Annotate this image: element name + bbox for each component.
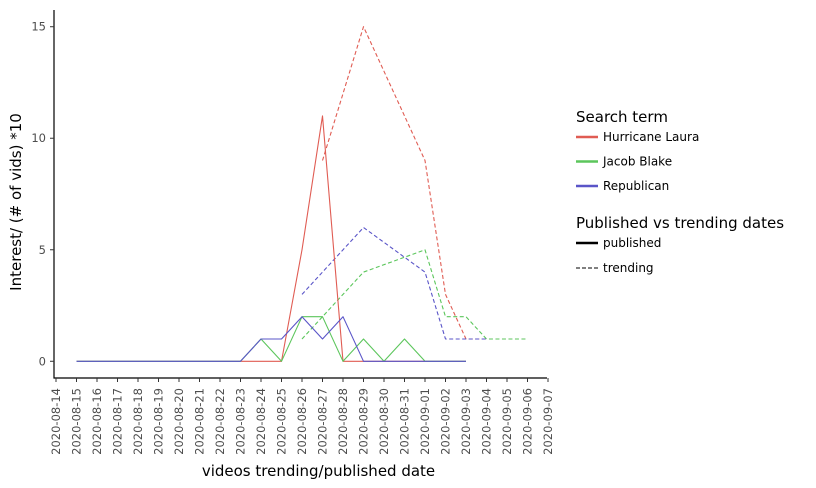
legend-label: Jacob Blake bbox=[602, 155, 672, 169]
x-tick-label: 2020-08-16 bbox=[90, 388, 104, 455]
x-tick-label: 2020-08-30 bbox=[377, 388, 391, 455]
x-tick-label: 2020-09-04 bbox=[480, 388, 494, 455]
series-line-jacob-blake-trending bbox=[301, 249, 528, 340]
legend-label: Hurricane Laura bbox=[603, 130, 699, 144]
series-line-republican-published bbox=[76, 316, 466, 362]
x-tick-label: 2020-08-18 bbox=[131, 388, 145, 455]
y-tick-label: 0 bbox=[39, 354, 46, 368]
x-tick-label: 2020-09-02 bbox=[439, 388, 453, 455]
x-tick-label: 2020-08-15 bbox=[70, 388, 84, 455]
x-tick-label: 2020-08-19 bbox=[152, 388, 166, 455]
x-tick-label: 2020-08-21 bbox=[193, 388, 207, 455]
x-tick-label: 2020-08-22 bbox=[213, 388, 227, 455]
y-tick-label: 5 bbox=[39, 243, 46, 257]
x-tick-label: 2020-09-06 bbox=[521, 388, 535, 455]
x-axis-title: videos trending/published date bbox=[202, 462, 435, 480]
legend-label: Republican bbox=[603, 179, 669, 193]
x-tick-label: 2020-08-31 bbox=[398, 388, 412, 455]
series-line-hurricane-laura-published bbox=[76, 115, 466, 362]
y-tick-label: 10 bbox=[31, 131, 46, 145]
series-line-hurricane-laura-trending bbox=[321, 26, 487, 340]
x-tick-label: 2020-08-24 bbox=[254, 388, 268, 455]
legend-title-search-term: Search term bbox=[576, 108, 668, 126]
x-tick-label: 2020-08-20 bbox=[172, 388, 186, 455]
series-line-republican-trending bbox=[301, 226, 487, 340]
y-axis-title: Interest/ (# of vids) *10 bbox=[7, 113, 25, 291]
x-tick-label: 2020-09-05 bbox=[500, 388, 514, 455]
x-tick-label: 2020-09-07 bbox=[541, 388, 555, 455]
x-tick-label: 2020-09-01 bbox=[418, 388, 432, 455]
x-tick-label: 2020-08-17 bbox=[111, 388, 125, 455]
x-tick-label: 2020-08-25 bbox=[275, 388, 289, 455]
legend-title-published-vs-trending: Published vs trending dates bbox=[576, 214, 784, 232]
y-tick-label: 15 bbox=[31, 20, 46, 34]
legend-label: trending bbox=[603, 261, 654, 275]
x-tick-label: 2020-08-23 bbox=[234, 388, 248, 455]
x-tick-label: 2020-08-26 bbox=[295, 388, 309, 455]
x-tick-label: 2020-08-29 bbox=[357, 388, 371, 455]
x-tick-label: 2020-08-14 bbox=[49, 388, 63, 455]
x-tick-label: 2020-08-28 bbox=[336, 388, 350, 455]
legend-label: published bbox=[603, 236, 661, 250]
x-tick-label: 2020-09-03 bbox=[459, 388, 473, 455]
x-tick-label: 2020-08-27 bbox=[316, 388, 330, 455]
